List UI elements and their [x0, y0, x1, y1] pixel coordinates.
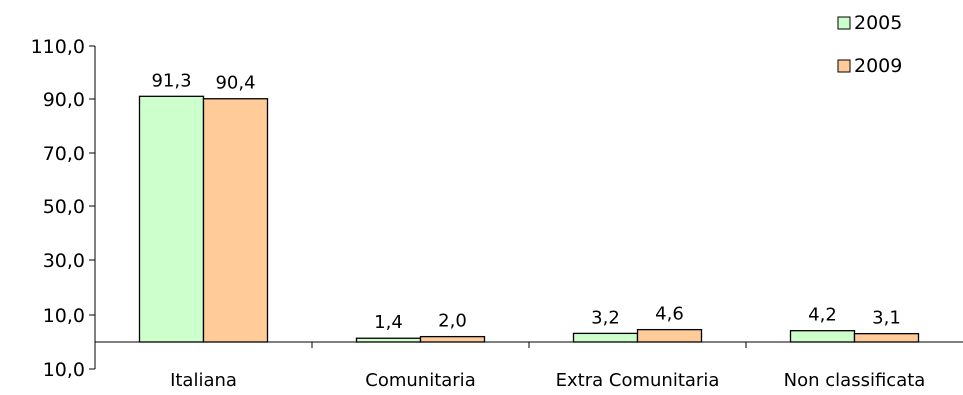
data-label: 3,1: [872, 308, 901, 329]
data-label: 91,3: [151, 70, 191, 91]
legend-label: 2005: [854, 12, 902, 34]
bar-2009-italiana: [202, 98, 269, 343]
legend-swatch: [837, 59, 851, 73]
bar-2009-extra-comunitaria: [636, 328, 703, 343]
data-label: 4,6: [655, 304, 684, 325]
legend-label: 2009: [854, 55, 902, 77]
data-label: 4,2: [808, 305, 837, 326]
data-label: 3,2: [591, 307, 620, 328]
y-tick-label: 10,0: [43, 305, 85, 327]
bar-2009-comunitaria: [419, 335, 486, 343]
y-tick-label: 110,0: [31, 36, 85, 58]
legend-swatch: [837, 16, 851, 30]
category-label: Italiana: [170, 370, 237, 390]
y-tick-label: 50,0: [43, 196, 85, 218]
bar-2005-non-classificata: [789, 330, 856, 343]
category-label: Comunitaria: [365, 370, 475, 390]
category-label: Extra Comunitaria: [556, 370, 720, 390]
data-label: 1,4: [374, 312, 403, 333]
y-tick-label: 70,0: [43, 143, 85, 165]
bar-2009-non-classificata: [853, 333, 920, 343]
category-label: Non classificata: [784, 370, 926, 390]
data-label: 90,4: [215, 73, 255, 94]
y-tick-label: 90,0: [43, 89, 85, 111]
data-label: 2,0: [438, 311, 467, 332]
bar-2005-extra-comunitaria: [572, 332, 639, 343]
y-tick-label: 30,0: [43, 250, 85, 272]
y-tick-label: 10,0: [43, 359, 85, 381]
bar-2005-comunitaria: [355, 337, 422, 343]
bar-2005-italiana: [138, 95, 205, 343]
